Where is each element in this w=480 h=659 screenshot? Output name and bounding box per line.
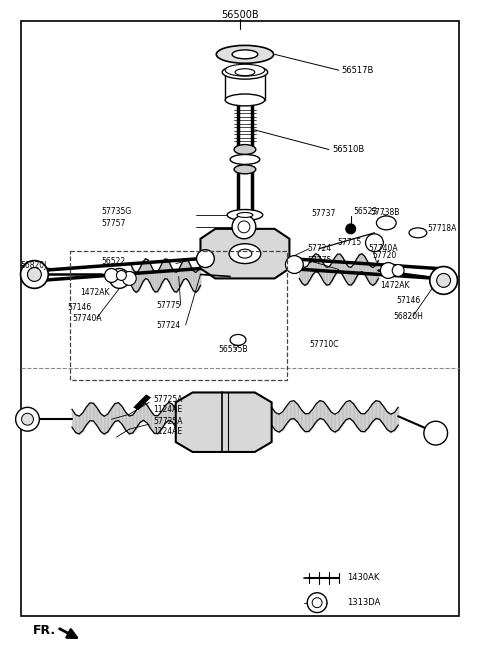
Circle shape xyxy=(392,264,404,277)
Text: 57737: 57737 xyxy=(311,210,336,219)
Text: 57718A: 57718A xyxy=(428,224,457,233)
Circle shape xyxy=(424,421,447,445)
Text: 57738B: 57738B xyxy=(371,208,400,217)
Circle shape xyxy=(27,268,41,281)
Circle shape xyxy=(286,256,303,273)
Text: 57720: 57720 xyxy=(372,251,396,260)
Text: 1313DA: 1313DA xyxy=(347,598,380,607)
Text: 57735G: 57735G xyxy=(102,208,132,217)
Ellipse shape xyxy=(230,335,246,345)
Text: 56555B: 56555B xyxy=(218,345,248,355)
Ellipse shape xyxy=(235,69,255,76)
Text: 56510B: 56510B xyxy=(332,145,364,154)
Circle shape xyxy=(232,215,256,239)
Ellipse shape xyxy=(234,165,256,174)
Text: 57775: 57775 xyxy=(307,256,332,265)
Text: 56522: 56522 xyxy=(102,257,126,266)
Polygon shape xyxy=(225,71,264,100)
FancyBboxPatch shape xyxy=(21,20,459,616)
Ellipse shape xyxy=(225,94,264,106)
Text: 57725A: 57725A xyxy=(153,416,182,426)
Ellipse shape xyxy=(216,45,274,63)
Circle shape xyxy=(109,268,129,289)
Text: FR.: FR. xyxy=(33,624,56,637)
Ellipse shape xyxy=(225,65,264,76)
Circle shape xyxy=(238,221,250,233)
Text: 57146: 57146 xyxy=(67,302,91,312)
Text: 1124AE: 1124AE xyxy=(153,426,182,436)
Circle shape xyxy=(196,250,214,268)
Circle shape xyxy=(105,268,119,283)
Text: 57775: 57775 xyxy=(156,301,180,310)
Text: 57724: 57724 xyxy=(307,244,332,253)
Ellipse shape xyxy=(238,249,252,258)
Ellipse shape xyxy=(227,210,263,220)
Text: 57725A: 57725A xyxy=(153,395,182,404)
Text: 56820J: 56820J xyxy=(21,261,47,270)
Circle shape xyxy=(346,224,356,234)
Text: 57710C: 57710C xyxy=(309,340,339,349)
Text: 1472AK: 1472AK xyxy=(380,281,410,290)
Text: 1472AK: 1472AK xyxy=(80,288,109,297)
Text: 1124AE: 1124AE xyxy=(153,405,182,414)
Text: 57724: 57724 xyxy=(156,320,180,330)
Text: 56820H: 56820H xyxy=(393,312,423,321)
Ellipse shape xyxy=(229,244,261,264)
Circle shape xyxy=(16,407,39,431)
Ellipse shape xyxy=(234,144,256,154)
Circle shape xyxy=(21,260,48,289)
Circle shape xyxy=(437,273,451,287)
Text: 57740A: 57740A xyxy=(72,314,102,323)
Text: 56517B: 56517B xyxy=(342,66,374,74)
Polygon shape xyxy=(176,393,272,452)
Text: 57146: 57146 xyxy=(396,296,420,304)
Ellipse shape xyxy=(222,65,268,79)
Circle shape xyxy=(122,272,136,285)
Circle shape xyxy=(307,592,327,613)
Ellipse shape xyxy=(230,154,260,164)
Circle shape xyxy=(117,270,126,281)
Text: 56500B: 56500B xyxy=(221,10,259,20)
Polygon shape xyxy=(201,229,289,279)
Ellipse shape xyxy=(237,212,253,217)
Circle shape xyxy=(366,234,384,252)
Circle shape xyxy=(380,262,396,279)
Text: 57740A: 57740A xyxy=(369,244,398,253)
Ellipse shape xyxy=(409,228,427,238)
Ellipse shape xyxy=(376,216,396,230)
Circle shape xyxy=(312,598,322,608)
Ellipse shape xyxy=(232,50,258,59)
Text: 57757: 57757 xyxy=(102,219,126,229)
Circle shape xyxy=(430,266,457,295)
Circle shape xyxy=(22,413,34,425)
Polygon shape xyxy=(133,395,151,411)
Text: 56523: 56523 xyxy=(354,206,378,215)
Text: 1430AK: 1430AK xyxy=(347,573,379,583)
Text: 57715: 57715 xyxy=(337,239,361,247)
